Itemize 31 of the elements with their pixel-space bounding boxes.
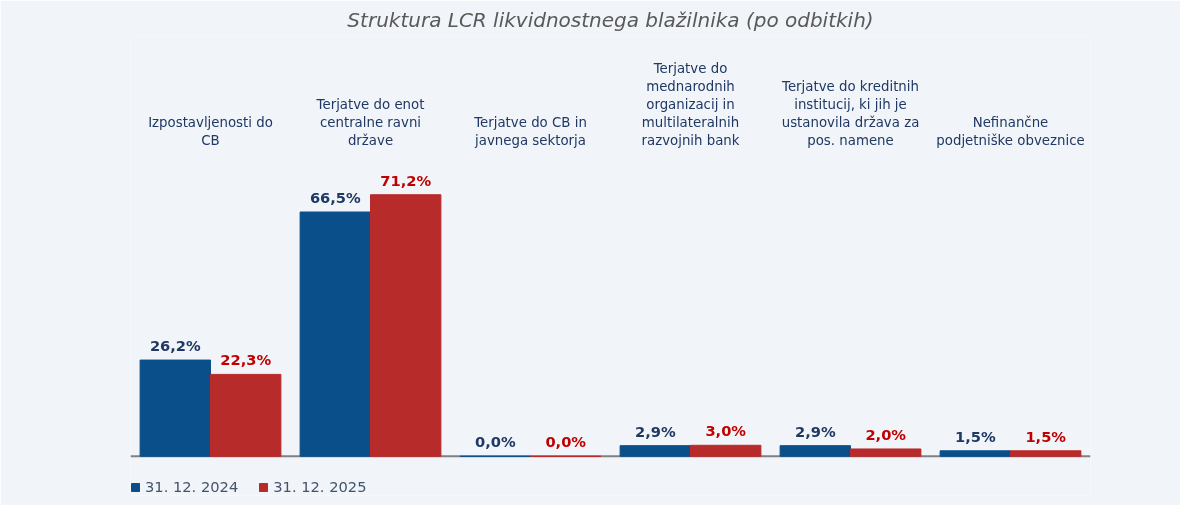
legend-label: 31. 12. 2025 bbox=[273, 478, 367, 495]
data-label: 2,9% bbox=[634, 422, 676, 440]
data-label: 3,0% bbox=[705, 422, 747, 440]
data-label: 2,0% bbox=[865, 425, 907, 443]
data-label: 71,2% bbox=[380, 171, 432, 189]
data-label: 0,0% bbox=[474, 433, 516, 451]
chart-title: Struktura LCR likvidnostnega blažilnika (po odbitkih) bbox=[347, 7, 874, 32]
bar bbox=[299, 211, 371, 457]
x-tick-label: Terjatve do mednarodnih organizacij in multilateralnih razvojnih bank bbox=[641, 61, 740, 149]
bar bbox=[619, 445, 691, 457]
legend-label: 31. 12. 2024 bbox=[145, 478, 239, 495]
bar bbox=[1010, 450, 1082, 457]
bar bbox=[939, 450, 1011, 457]
bar bbox=[690, 444, 762, 457]
x-tick-label: Nefinančne podjetniške obveznice bbox=[936, 115, 1085, 149]
bar bbox=[139, 359, 211, 457]
x-tick-label: Terjatve do kreditnih institucij, ki jih je ustanovila država za pos. namene bbox=[781, 79, 920, 149]
data-label: 26,2% bbox=[149, 337, 202, 355]
bar bbox=[779, 445, 851, 457]
bar bbox=[850, 448, 922, 457]
data-label: 0,0% bbox=[545, 433, 587, 451]
data-label: 1,5% bbox=[1025, 427, 1067, 445]
data-label: 2,9% bbox=[794, 422, 836, 440]
x-tick-label: Terjatve do CB in javnega sektorja bbox=[473, 115, 587, 149]
data-label: 66,5% bbox=[309, 189, 362, 207]
bar bbox=[210, 373, 282, 457]
data-label: 22,3% bbox=[220, 351, 272, 369]
bar bbox=[370, 194, 442, 457]
x-tick-label: Izpostavljenosti do CB bbox=[148, 115, 273, 149]
x-tick-label: Terjatve do enot centralne ravni države bbox=[315, 97, 425, 149]
data-label: 1,5% bbox=[954, 427, 996, 445]
